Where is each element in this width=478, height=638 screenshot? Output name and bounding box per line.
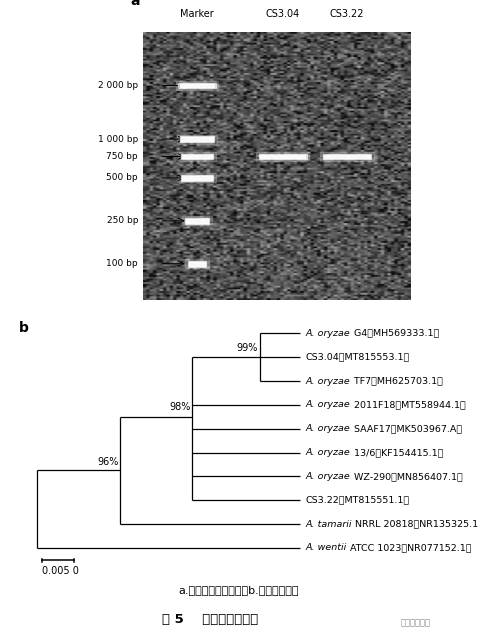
Text: TF7（MH625703.1）: TF7（MH625703.1） [350, 376, 443, 385]
Bar [324, 154, 369, 158]
Bar [182, 216, 212, 225]
Text: A. oryzae: A. oryzae [306, 329, 350, 338]
Bar [178, 152, 216, 161]
Bar [181, 154, 213, 160]
Text: SAAF17（MK503967.A）: SAAF17（MK503967.A） [350, 424, 462, 433]
Bar [177, 135, 217, 144]
Bar [180, 84, 214, 87]
Text: 100 bp: 100 bp [107, 259, 138, 268]
Bar [180, 136, 214, 142]
Bar [185, 218, 209, 224]
Text: 96%: 96% [98, 457, 119, 467]
Text: 2011F18（MT558944.1）: 2011F18（MT558944.1） [350, 401, 465, 410]
Text: a: a [130, 0, 140, 8]
Text: 食品科学杂志: 食品科学杂志 [401, 619, 431, 628]
Text: b: b [19, 322, 29, 336]
Text: CS3.22（MT815551.1）: CS3.22（MT815551.1） [306, 496, 410, 505]
Bar [189, 262, 205, 265]
Bar [323, 154, 371, 160]
Bar [185, 259, 209, 268]
Text: 750 bp: 750 bp [107, 152, 138, 161]
Bar [178, 82, 216, 89]
Text: G4（MH569333.1）: G4（MH569333.1） [350, 329, 439, 338]
Text: NRRL 20818（NR135325.1）: NRRL 20818（NR135325.1） [352, 519, 478, 529]
Text: 250 bp: 250 bp [107, 216, 138, 225]
Text: 1 000 bp: 1 000 bp [98, 135, 138, 144]
Text: ATCC 1023（NR077152.1）: ATCC 1023（NR077152.1） [347, 544, 471, 553]
Bar [182, 176, 212, 180]
Text: 99%: 99% [237, 343, 258, 353]
Text: A. oryzae: A. oryzae [306, 448, 350, 457]
Bar [264, 230, 301, 289]
Text: A. tamarii: A. tamarii [306, 519, 352, 529]
Text: CS3.04: CS3.04 [265, 8, 300, 19]
Text: a.琼脂糖凝胶电泳图；b.系统发花树。: a.琼脂糖凝胶电泳图；b.系统发花树。 [179, 585, 299, 595]
Bar [182, 154, 212, 158]
Text: A. oryzae: A. oryzae [306, 472, 350, 481]
Text: CS3.22: CS3.22 [330, 8, 364, 19]
Bar [175, 81, 218, 90]
Text: 0.005 0: 0.005 0 [42, 565, 78, 575]
Text: 13/6（KF154415.1）: 13/6（KF154415.1） [350, 448, 443, 457]
Bar [320, 152, 374, 161]
Bar [260, 154, 305, 158]
Bar [178, 174, 216, 182]
Text: A. wentii: A. wentii [306, 544, 347, 553]
Bar [181, 175, 213, 181]
Bar [181, 137, 213, 141]
Text: A. oryzae: A. oryzae [306, 401, 350, 410]
Text: A. oryzae: A. oryzae [306, 376, 350, 385]
Text: 图 5    菌种的鉴定结果: 图 5 菌种的鉴定结果 [162, 612, 259, 626]
Text: Marker: Marker [180, 8, 214, 19]
Bar [187, 261, 206, 267]
Text: CS3.04（MT815553.1）: CS3.04（MT815553.1） [306, 353, 410, 362]
Text: 2 000 bp: 2 000 bp [98, 81, 138, 90]
Text: WZ-290（MN856407.1）: WZ-290（MN856407.1） [350, 472, 462, 481]
Bar [259, 154, 307, 160]
Text: 500 bp: 500 bp [107, 174, 138, 182]
Bar [328, 230, 366, 289]
Text: A. oryzae: A. oryzae [306, 424, 350, 433]
Bar [256, 152, 309, 161]
Text: 98%: 98% [169, 403, 191, 413]
Bar [186, 219, 207, 223]
